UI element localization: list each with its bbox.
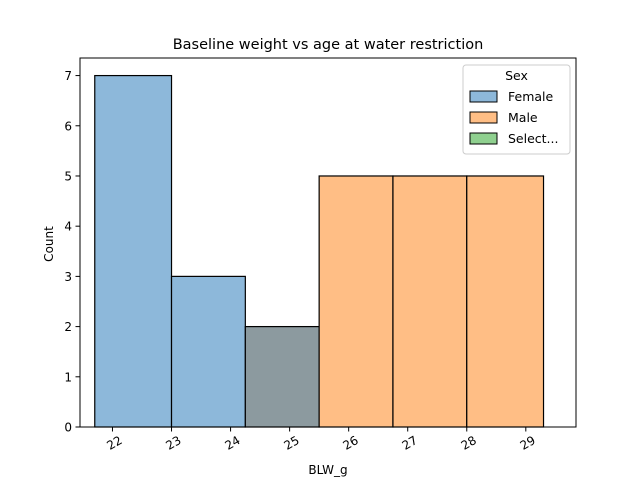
- histogram-bar: [170, 275, 246, 428]
- legend-swatch: [469, 111, 498, 124]
- legend-entry-label: Female: [508, 89, 554, 104]
- y-tick-label: 2: [64, 320, 72, 334]
- x-tick-label: 25: [282, 433, 302, 453]
- x-tick-label: 22: [104, 433, 124, 453]
- legend: Sex Female Male Select...: [462, 64, 571, 155]
- y-axis-label: Count: [42, 226, 56, 262]
- legend-box: [462, 64, 571, 155]
- x-tick-label: 28: [459, 433, 479, 453]
- x-tick-label: 26: [341, 433, 361, 453]
- x-tick-label: 29: [518, 433, 538, 453]
- y-tick-label: 6: [64, 119, 72, 133]
- legend-swatch: [469, 132, 498, 145]
- legend-entry-label: Male: [508, 110, 538, 125]
- y-tick-label: 1: [64, 370, 72, 384]
- legend-swatch: [469, 90, 498, 103]
- x-tick-label: 27: [400, 433, 420, 453]
- histogram-bar: [466, 175, 545, 428]
- x-tick-label: 23: [163, 433, 183, 453]
- y-tick-label: 3: [64, 270, 72, 284]
- histogram-bar: [392, 175, 468, 428]
- y-tick-label: 7: [64, 69, 72, 83]
- y-tick-label: 5: [64, 169, 72, 183]
- histogram-bar: [318, 175, 394, 428]
- x-axis-label: BLW_g: [308, 463, 347, 477]
- x-tick-label: 24: [222, 433, 242, 453]
- legend-title: Sex: [505, 68, 528, 83]
- plot-frame: [79, 57, 577, 428]
- y-tick-label: 4: [64, 220, 72, 234]
- histogram-bar: [94, 74, 173, 428]
- chart-title: Baseline weight vs age at water restrict…: [173, 37, 484, 53]
- y-tick-label: 0: [64, 421, 72, 435]
- legend-entry-label: Select...: [508, 131, 558, 146]
- bars-layer: [94, 74, 545, 428]
- histogram-bar: [244, 325, 320, 428]
